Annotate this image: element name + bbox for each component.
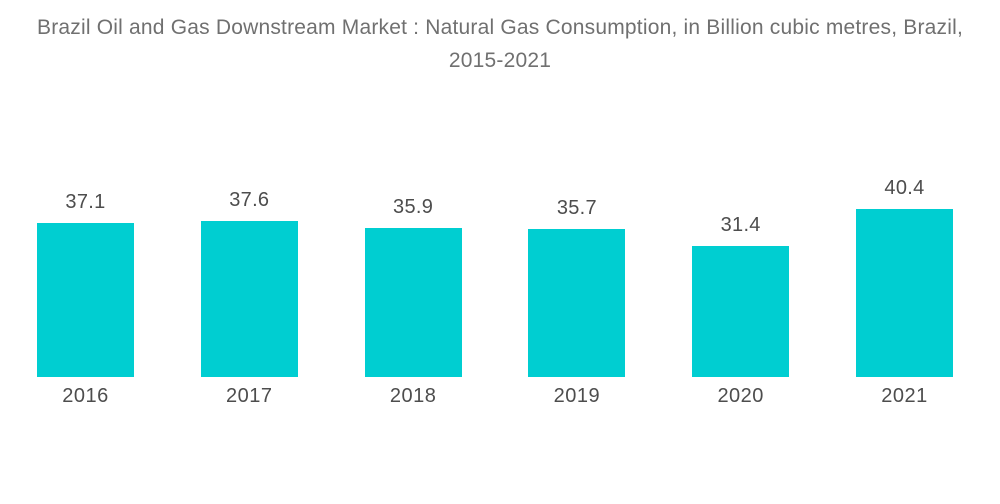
x-axis-label-2021: 2021 (881, 385, 928, 407)
x-axis-label-2016: 2016 (62, 385, 109, 407)
bar-2021 (855, 209, 953, 377)
bar-group-2017: 37.6 2017 (168, 189, 331, 407)
bar-chart: 37.1 2016 37.6 2017 35.9 2018 35.7 2019 … (4, 0, 986, 407)
bar-2016 (37, 223, 134, 377)
bar-2019 (528, 229, 626, 377)
bar-group-2020: 31.4 2020 (659, 214, 822, 407)
bar-value-label-2017: 37.6 (229, 189, 270, 211)
bar-value-label-2021: 40.4 (884, 177, 925, 199)
bar-group-2021: 40.4 2021 (823, 177, 986, 407)
bar-2018 (364, 228, 462, 377)
x-axis-label-2020: 2020 (717, 385, 764, 407)
bar-value-label-2019: 35.7 (556, 197, 597, 219)
x-axis-label-2019: 2019 (553, 385, 601, 407)
bar-value-label-2020: 31.4 (720, 214, 761, 236)
x-axis-label-2017: 2017 (226, 385, 273, 407)
bar-value-label-2016: 37.1 (65, 191, 106, 213)
bar-group-2019: 35.7 2019 (495, 197, 658, 407)
bar-2017 (200, 221, 298, 377)
x-axis-label-2018: 2018 (389, 385, 437, 407)
bar-2020 (692, 246, 790, 377)
bar-group-2018: 35.9 2018 (332, 196, 495, 407)
bar-group-2016: 37.1 2016 (4, 191, 167, 407)
bar-value-label-2018: 35.9 (393, 196, 434, 218)
chart-title: Brazil Oil and Gas Downstream Market : N… (36, 16, 964, 72)
